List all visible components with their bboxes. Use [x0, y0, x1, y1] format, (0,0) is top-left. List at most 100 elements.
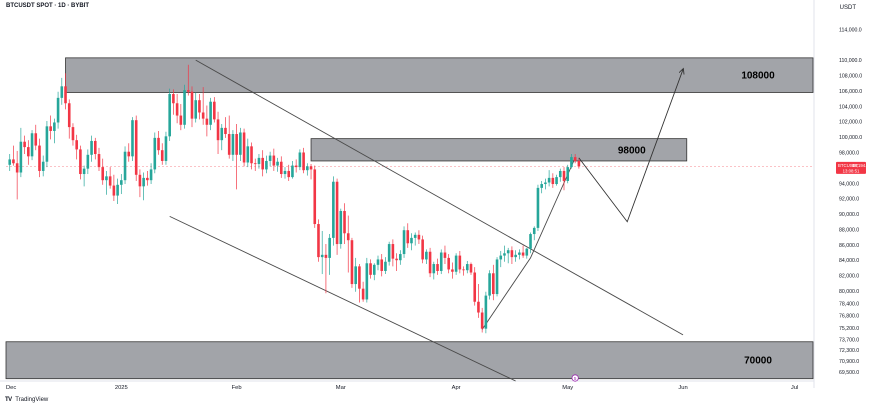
candle-body [257, 157, 261, 165]
y-tick-label: 114,000.0 [839, 27, 862, 33]
candle-body [473, 272, 477, 302]
candle-body [395, 258, 398, 261]
candle-body [224, 127, 227, 135]
candle-body [105, 176, 108, 181]
candle-body [149, 169, 153, 181]
candle-body [253, 163, 257, 165]
y-tick-label: 73,700.0 [839, 337, 859, 343]
candle-body [555, 177, 558, 185]
candle-body [536, 187, 540, 228]
candle-body [413, 234, 417, 238]
zone-98000 [310, 138, 688, 162]
candle-body [101, 167, 105, 181]
candle-body [172, 94, 175, 104]
candle-body [168, 94, 171, 137]
currency-label[interactable]: USDT [839, 5, 856, 11]
y-tick-label: 104,000.0 [839, 104, 862, 110]
trendline-rally-leg [481, 157, 576, 330]
candle-body [67, 103, 71, 128]
candle-body [198, 100, 201, 113]
candle-body [134, 120, 138, 175]
x-tick-label: Jun [678, 385, 687, 391]
candle-body [346, 233, 350, 241]
candle-body [261, 157, 264, 170]
candle-body [365, 263, 369, 300]
candle-body [175, 103, 179, 116]
candle-body [268, 155, 272, 161]
x-tick-label: May [562, 385, 573, 391]
candle-body [350, 240, 354, 285]
y-tick-label: 86,000.0 [839, 243, 859, 249]
candle-body [480, 312, 484, 329]
candle-body [79, 149, 82, 175]
candle-body [160, 150, 164, 161]
candle-body [201, 112, 205, 119]
candle-body [566, 167, 570, 181]
candle-body [123, 151, 127, 181]
candle-body [86, 154, 90, 169]
candle-body [309, 166, 313, 170]
zone-label-98000: 98000 [618, 145, 646, 156]
candle-body [499, 255, 503, 260]
candle-body [116, 184, 119, 196]
zone-108000 [65, 57, 814, 93]
candle-body [220, 127, 224, 141]
candle-body [328, 237, 331, 258]
candle-body [402, 230, 406, 255]
candle-body [465, 264, 469, 271]
candle-body [276, 161, 279, 166]
x-tick-label: Jul [791, 385, 798, 391]
y-tick-label: 94,000.0 [839, 181, 859, 187]
candle-body [53, 122, 56, 131]
candle-body [294, 165, 298, 168]
candle-body [562, 170, 566, 181]
candle-body [320, 254, 324, 258]
trendline-channel-upper [195, 59, 684, 336]
y-tick-label: 88,000.0 [839, 227, 859, 233]
candle-body [60, 86, 64, 98]
candle-body [547, 177, 551, 183]
candle-body [573, 157, 577, 161]
candle-body [287, 170, 291, 178]
symbol-title: BTCUSDT SPOT · 1D · BYBIT [6, 3, 90, 9]
candle-body [372, 264, 376, 275]
candle-body [324, 254, 328, 258]
y-tick-label: 72,300.0 [839, 348, 859, 354]
candle-body [8, 159, 12, 165]
zone-70000 [5, 341, 814, 380]
candle-body [339, 210, 343, 245]
x-tick-label: Feb [232, 385, 242, 391]
candle-body [484, 295, 488, 329]
candle-body [246, 146, 250, 163]
y-tick-label: 100,000.0 [839, 135, 862, 141]
candle-body [361, 288, 365, 300]
event-label: 5 [574, 376, 577, 381]
candle-body [227, 134, 231, 155]
x-tick-label: Dec [6, 385, 16, 391]
candle-body [354, 266, 357, 285]
y-tick-label: 75,200.0 [839, 326, 859, 332]
trendline-channel-lower [169, 215, 516, 382]
y-tick-label: 106,000.0 [839, 89, 862, 95]
candle-body [391, 244, 395, 259]
candle-body [23, 141, 26, 148]
candle-body [521, 252, 525, 256]
candle-body [577, 160, 581, 167]
brand-name: TradingView [15, 397, 49, 403]
candle-body [209, 101, 212, 125]
candle-body [443, 252, 447, 258]
tradingview-brand[interactable]: TV TradingView [5, 397, 48, 403]
candle-body [190, 91, 194, 119]
candle-body [179, 115, 183, 125]
candle-body [30, 133, 34, 157]
candle-body [335, 181, 339, 245]
candle-body [332, 181, 335, 238]
candle-body [298, 152, 302, 168]
y-tick-label: 78,400.0 [839, 301, 859, 307]
y-tick-label: 92,000.0 [839, 197, 859, 203]
candle-body [432, 264, 436, 274]
candle-body [242, 132, 246, 163]
x-tick-label: 2025 [115, 385, 128, 391]
candle-body [425, 251, 428, 260]
